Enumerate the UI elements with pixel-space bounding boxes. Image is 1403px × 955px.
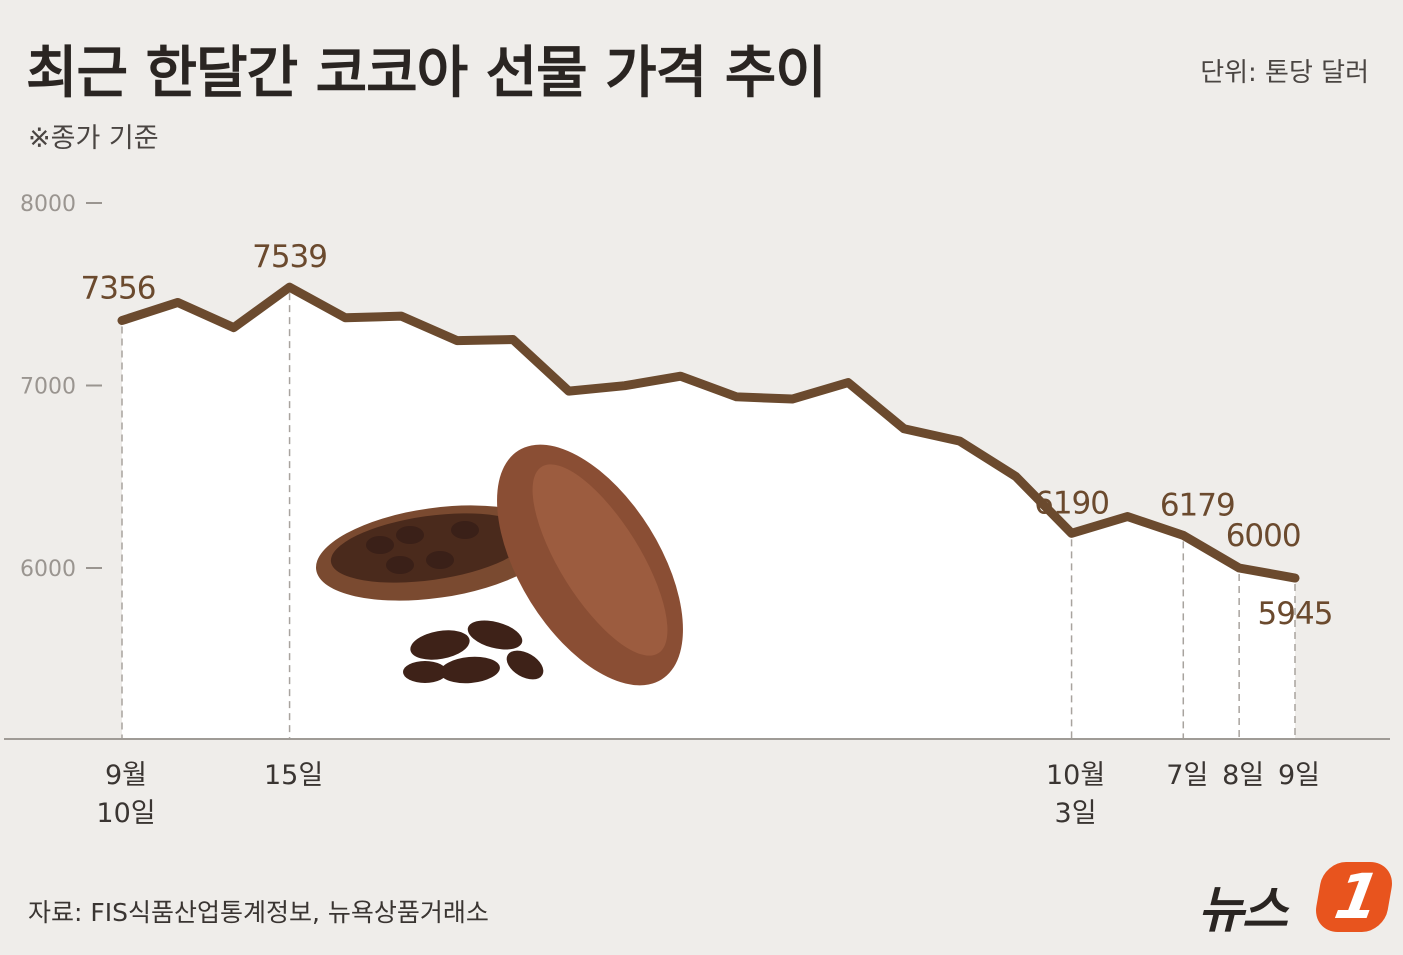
x-tick-label: 8일 <box>1222 760 1264 791</box>
value-label: 6179 <box>1160 487 1235 523</box>
news1-logo: 뉴스 1 <box>1198 858 1397 940</box>
plot-area <box>0 0 1390 740</box>
x-tick-label: 15일 <box>264 760 323 791</box>
x-tick-label: 10월 <box>1046 760 1105 791</box>
value-label: 5945 <box>1258 596 1333 632</box>
cocoa-pod-icon <box>316 444 683 686</box>
x-tick-label: 9월 <box>105 760 147 791</box>
plot-fill <box>122 287 1295 738</box>
drop-lines <box>121 293 1296 738</box>
x-tick-label: 10일 <box>96 798 155 829</box>
price-line <box>117 282 1300 583</box>
y-tick-label: 6000 <box>20 557 76 582</box>
unit-label: 단위: 톤당 달러 <box>1200 58 1369 88</box>
plot-origin <box>0 0 1 1</box>
x-tick-label: 9일 <box>1278 760 1320 791</box>
series-line <box>117 282 1300 583</box>
x-axis-labels: 9월 10일 15일 10월 3일 7일 8일 9일 <box>96 760 1320 829</box>
source-credit: 자료: FIS식품산업통계정보, 뉴욕상품거래소 <box>28 898 489 927</box>
y-tick-label: 7000 <box>20 375 76 400</box>
logo-badge: 1 <box>1311 860 1397 933</box>
x-tick-label: 3일 <box>1055 798 1097 829</box>
value-label: 7356 <box>81 271 156 307</box>
x-tick-label: 7일 <box>1166 760 1208 791</box>
logo-badge-text: 1 <box>1329 860 1386 933</box>
value-label: 6000 <box>1226 518 1301 554</box>
y-axis: 6000 7000 8000 <box>20 192 102 582</box>
value-label: 6190 <box>1034 485 1109 521</box>
chart-title: 최근 한달간 코코아 선물 가격 추이 <box>26 41 827 106</box>
y-tick-label: 8000 <box>20 192 76 217</box>
closing-price-note: ※종가 기준 <box>28 123 159 154</box>
value-label: 7539 <box>252 239 327 275</box>
logo-text: 뉴스 <box>1198 881 1288 939</box>
